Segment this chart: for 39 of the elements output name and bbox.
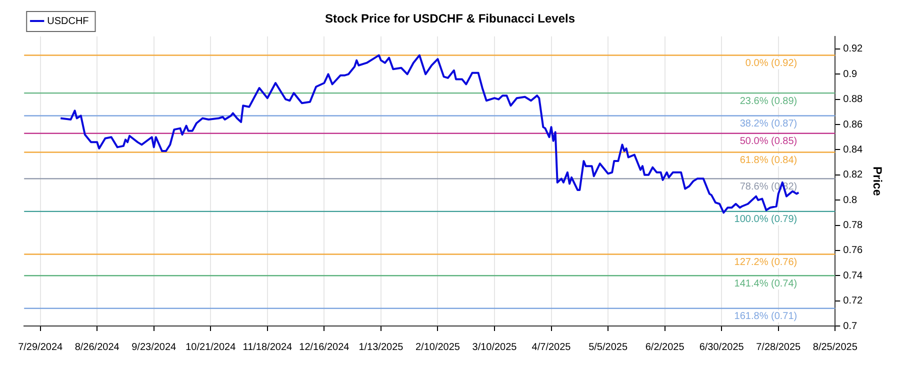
y-tick-label: 0.72 xyxy=(843,296,864,307)
y-tick-label: 0.82 xyxy=(843,170,864,181)
ref-line-label: 127.2% (0.76) xyxy=(734,256,798,268)
chart-title: Stock Price for USDCHF & Fibunacci Levels xyxy=(324,12,576,26)
ref-line-label: 50.0% (0.85) xyxy=(740,136,798,148)
ref-line-label: 0.0% (0.92) xyxy=(745,58,798,70)
x-tick-label: 8/26/2024 xyxy=(74,342,120,353)
x-tick-label: 9/23/2024 xyxy=(132,342,177,353)
x-tick-label: 7/29/2024 xyxy=(18,342,63,353)
x-tick-label: 7/28/2025 xyxy=(756,342,802,353)
legend-label: USDCHF xyxy=(47,16,89,27)
y-tick-label: 0.76 xyxy=(843,245,864,256)
y-tick-label: 0.78 xyxy=(843,220,864,232)
x-tick-label: 6/2/2025 xyxy=(645,342,685,353)
x-tick-label: 5/5/2025 xyxy=(588,342,628,353)
y-tick-label: 0.74 xyxy=(843,270,864,282)
x-tick-label: 3/10/2025 xyxy=(472,342,518,353)
x-tick-label: 12/16/2024 xyxy=(299,342,350,353)
ref-line-label: 100.0% (0.79) xyxy=(734,214,798,226)
x-tick-label: 10/21/2024 xyxy=(186,342,236,353)
x-tick-label: 8/25/2025 xyxy=(812,342,858,353)
ref-line-label: 141.4% (0.74) xyxy=(734,278,798,290)
y-tick-label: 0.84 xyxy=(843,144,864,156)
y-tick-label: 0.86 xyxy=(843,119,864,130)
x-tick-label: 11/18/2024 xyxy=(242,342,292,353)
y-tick-label: 0.8 xyxy=(843,194,858,206)
ref-line-label: 38.2% (0.87) xyxy=(740,118,798,130)
y-tick-label: 0.7 xyxy=(843,320,858,332)
x-tick-label: 4/7/2025 xyxy=(532,342,572,353)
x-tick-label: 6/30/2025 xyxy=(699,342,744,353)
y-axis-title: Price xyxy=(870,166,884,196)
x-tick-label: 2/10/2025 xyxy=(415,342,460,353)
x-tick-label: 1/13/2025 xyxy=(358,342,404,353)
ref-line-label: 61.8% (0.84) xyxy=(740,154,798,166)
y-tick-label: 0.92 xyxy=(843,44,864,55)
ref-line-label: 23.6% (0.89) xyxy=(740,96,798,107)
ref-line-label: 161.8% (0.71) xyxy=(734,311,798,322)
y-tick-label: 0.9 xyxy=(843,68,858,80)
y-tick-label: 0.88 xyxy=(843,94,864,106)
